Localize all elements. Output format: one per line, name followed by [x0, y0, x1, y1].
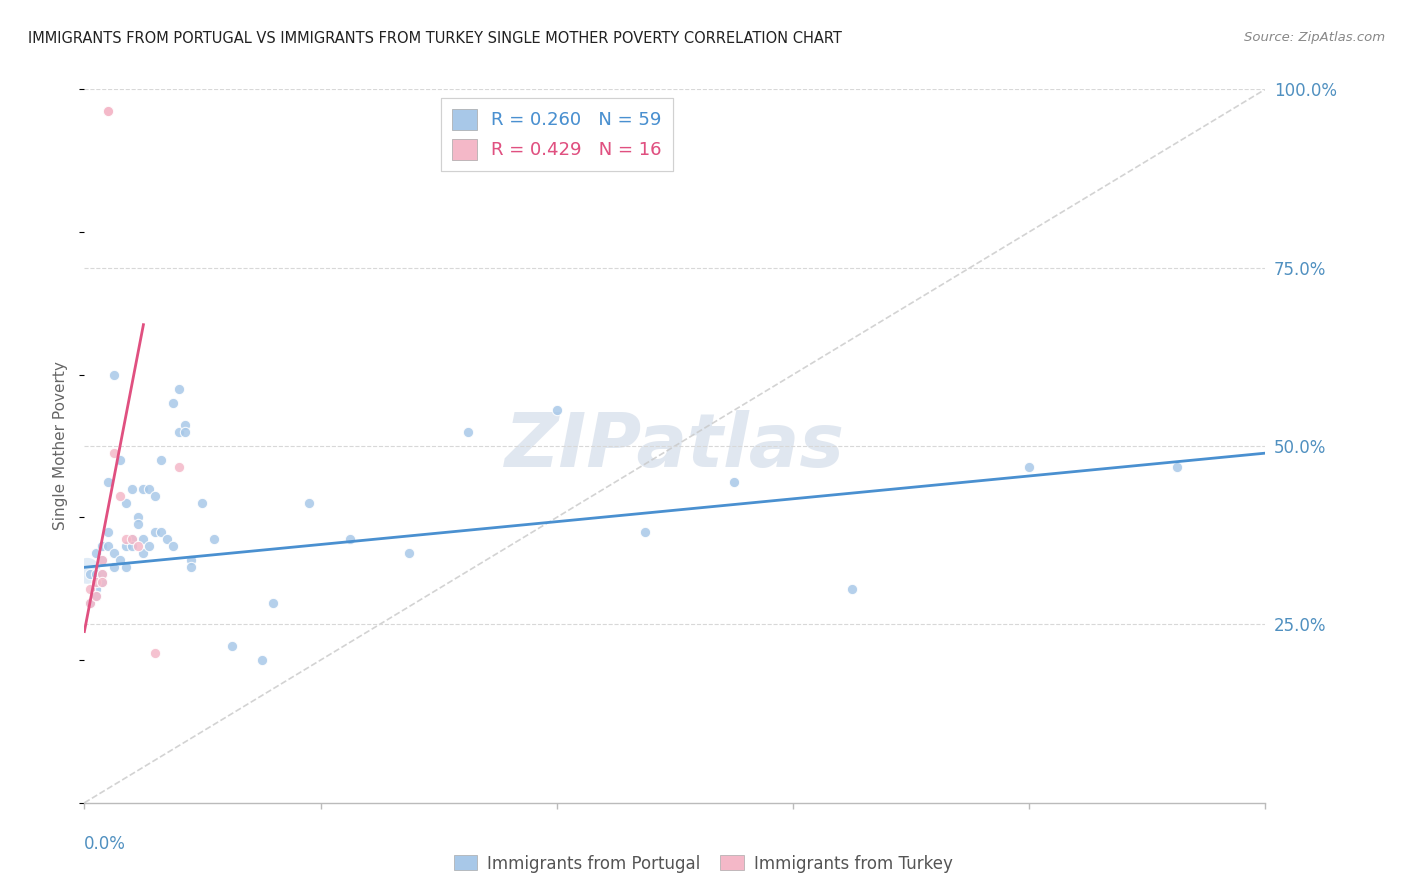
Legend: Immigrants from Portugal, Immigrants from Turkey: Immigrants from Portugal, Immigrants fro…	[447, 848, 959, 880]
Point	[150, 524, 173, 539]
Point	[84, 567, 107, 582]
Point	[76, 564, 98, 578]
Point	[114, 539, 136, 553]
Point	[79, 582, 101, 596]
Point	[150, 453, 173, 467]
Point	[103, 560, 125, 574]
Point	[108, 489, 131, 503]
Point	[398, 546, 420, 560]
Point	[167, 425, 190, 439]
Point	[1018, 460, 1040, 475]
Point	[97, 103, 120, 118]
Point	[114, 532, 136, 546]
Point	[138, 482, 160, 496]
Point	[91, 567, 114, 582]
Point	[723, 475, 745, 489]
Text: 0.0%: 0.0%	[84, 835, 127, 853]
Point	[103, 368, 125, 382]
Legend: R = 0.260   N = 59, R = 0.429   N = 16: R = 0.260 N = 59, R = 0.429 N = 16	[441, 98, 672, 170]
Point	[1166, 460, 1188, 475]
Point	[79, 567, 101, 582]
Point	[841, 582, 863, 596]
Point	[132, 546, 155, 560]
Point	[180, 553, 202, 567]
Point	[91, 574, 114, 589]
Point	[108, 453, 131, 467]
Point	[162, 396, 184, 410]
Point	[108, 553, 131, 567]
Point	[127, 517, 149, 532]
Point	[97, 103, 120, 118]
Point	[84, 589, 107, 603]
Point	[546, 403, 568, 417]
Point	[103, 446, 125, 460]
Point	[97, 539, 120, 553]
Point	[167, 460, 190, 475]
Point	[180, 560, 202, 574]
Point	[97, 524, 120, 539]
Point	[191, 496, 214, 510]
Point	[132, 532, 155, 546]
Point	[121, 532, 143, 546]
Point	[173, 425, 195, 439]
Point	[457, 425, 479, 439]
Point	[79, 596, 101, 610]
Point	[84, 582, 107, 596]
Point	[91, 574, 114, 589]
Point	[167, 382, 190, 396]
Point	[121, 482, 143, 496]
Point	[114, 560, 136, 574]
Point	[114, 496, 136, 510]
Point	[202, 532, 225, 546]
Point	[298, 496, 321, 510]
Point	[84, 546, 107, 560]
Point	[143, 524, 166, 539]
Point	[121, 539, 143, 553]
Point	[121, 532, 143, 546]
Point	[91, 553, 114, 567]
Point	[103, 546, 125, 560]
Point	[84, 574, 107, 589]
Point	[162, 539, 184, 553]
Point	[91, 553, 114, 567]
Point	[143, 489, 166, 503]
Point	[91, 539, 114, 553]
Point	[127, 510, 149, 524]
Point	[634, 524, 657, 539]
Text: Source: ZipAtlas.com: Source: ZipAtlas.com	[1244, 31, 1385, 45]
Text: ZIPatlas: ZIPatlas	[505, 409, 845, 483]
Point	[79, 596, 101, 610]
Point	[262, 596, 284, 610]
Point	[339, 532, 361, 546]
Point	[221, 639, 243, 653]
Point	[84, 589, 107, 603]
Point	[250, 653, 273, 667]
Point	[127, 539, 149, 553]
Point	[143, 646, 166, 660]
Point	[138, 539, 160, 553]
Point	[156, 532, 179, 546]
Text: IMMIGRANTS FROM PORTUGAL VS IMMIGRANTS FROM TURKEY SINGLE MOTHER POVERTY CORRELA: IMMIGRANTS FROM PORTUGAL VS IMMIGRANTS F…	[28, 31, 842, 46]
Point	[91, 567, 114, 582]
Point	[97, 475, 120, 489]
Point	[132, 482, 155, 496]
Y-axis label: Single Mother Poverty: Single Mother Poverty	[53, 361, 69, 531]
Point	[173, 417, 195, 432]
